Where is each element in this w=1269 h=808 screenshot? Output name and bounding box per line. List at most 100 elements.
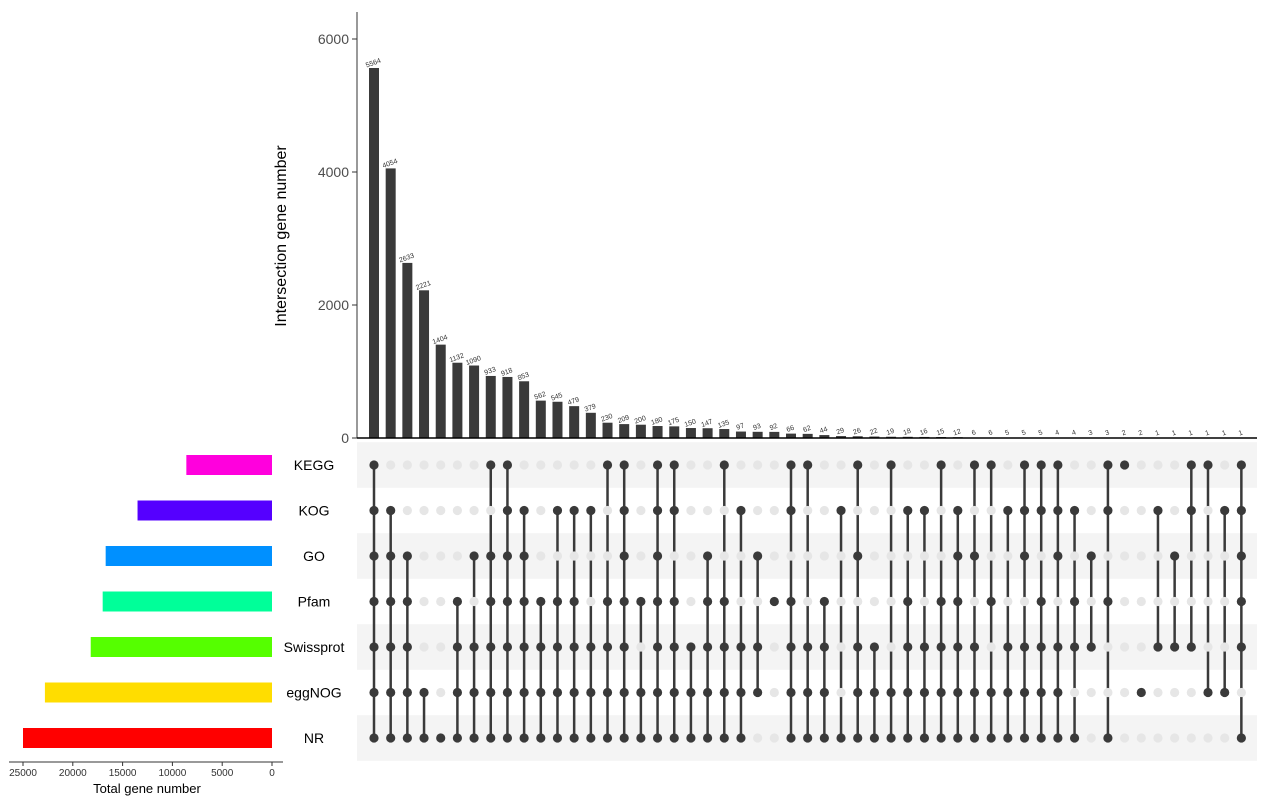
intersection-bar <box>802 433 813 438</box>
matrix-dot-inactive <box>1069 551 1080 561</box>
matrix-dot-inactive <box>436 642 446 652</box>
set-axis-tick-label: 10000 <box>158 768 186 779</box>
matrix-dot-inactive <box>536 460 546 470</box>
intersection-bar-label: 3 <box>1088 429 1094 437</box>
matrix-dot-inactive <box>919 460 930 470</box>
matrix-dot-active <box>619 642 629 652</box>
matrix-dot-active <box>819 687 829 698</box>
matrix-dot-active <box>402 733 412 743</box>
matrix-dot-inactive <box>969 596 980 607</box>
matrix-dot-active <box>903 596 913 607</box>
matrix-dot-active <box>1036 642 1046 652</box>
set-label: GO <box>303 548 325 564</box>
intersection-bar <box>719 429 730 438</box>
intersection-bar <box>469 365 480 438</box>
matrix-dot-inactive <box>1003 460 1013 470</box>
intersection-bar-label: 5564 <box>365 58 382 70</box>
matrix-dot-active <box>369 551 379 561</box>
matrix-dot-inactive <box>1136 642 1146 652</box>
intersection-bar-label: 147 <box>700 418 713 429</box>
matrix-dot-active <box>602 733 613 743</box>
matrix-dot-inactive <box>636 460 646 470</box>
matrix-dot-active <box>669 596 679 607</box>
matrix-dot-active <box>1036 733 1046 743</box>
matrix-dot-active <box>786 505 796 516</box>
matrix-dot-inactive <box>402 505 412 516</box>
matrix-dot-active <box>619 551 629 561</box>
matrix-dot-active <box>1053 687 1063 698</box>
intersection-bar <box>552 401 563 438</box>
matrix-dot-active <box>1069 505 1080 516</box>
matrix-dot-active <box>853 642 863 652</box>
intersection-bar-label: 22 <box>869 427 879 436</box>
matrix-dot-active <box>386 642 396 652</box>
matrix-dot-active <box>1236 733 1246 743</box>
matrix-dot-inactive <box>486 505 496 516</box>
matrix-dot-active <box>819 642 829 652</box>
matrix-dot-inactive <box>669 551 679 561</box>
matrix-dot-inactive <box>386 460 396 470</box>
matrix-dot-active <box>936 460 946 470</box>
set-label: eggNOG <box>286 685 341 701</box>
matrix-dot-active <box>552 642 563 652</box>
matrix-dot-active <box>569 642 579 652</box>
matrix-dot-inactive <box>903 551 913 561</box>
matrix-dot-inactive <box>1220 642 1230 652</box>
intersection-bar <box>669 426 680 438</box>
matrix-dot-inactive <box>1003 596 1013 607</box>
matrix-dot-active <box>1186 460 1196 470</box>
matrix-dot-active <box>502 687 513 698</box>
matrix-dot-active <box>786 733 796 743</box>
matrix-dot-active <box>386 733 396 743</box>
matrix-dot-active <box>969 551 980 561</box>
intersection-bars <box>369 67 1247 438</box>
matrix-dot-active <box>569 733 579 743</box>
matrix-dot-active <box>869 687 880 698</box>
matrix-dot-inactive <box>1103 687 1113 698</box>
matrix-dot-inactive <box>903 460 913 470</box>
matrix-dot-inactive <box>919 551 930 561</box>
matrix-dot-inactive <box>1236 687 1246 698</box>
matrix-dot-active <box>969 687 980 698</box>
matrix-dot-active <box>819 596 829 607</box>
matrix-dot-active <box>669 460 679 470</box>
matrix-dot-active <box>486 733 496 743</box>
matrix-dot-inactive <box>869 551 880 561</box>
matrix-dot-inactive <box>869 460 880 470</box>
matrix-dot-inactive <box>753 460 763 470</box>
intersection-bar <box>786 433 796 438</box>
matrix-dot-active <box>486 596 496 607</box>
matrix-dot-active <box>1019 642 1030 652</box>
set-axis-tick-label: 20000 <box>59 768 87 779</box>
intersection-bar-label: 62 <box>802 425 812 434</box>
intersection-bar-label: 1 <box>1188 430 1194 438</box>
intersection-bar <box>652 426 663 438</box>
matrix-dot-active <box>786 642 796 652</box>
matrix-dot-active <box>986 460 996 470</box>
matrix-dot-inactive <box>769 460 779 470</box>
matrix-dot-active <box>719 642 729 652</box>
intersection-bar-label: 4 <box>1054 429 1060 437</box>
matrix-dot-inactive <box>1170 733 1180 743</box>
matrix-dot-active <box>552 687 563 698</box>
matrix-dot-inactive <box>1203 551 1213 561</box>
matrix-dot-active <box>853 460 863 470</box>
set-size-bar <box>102 591 273 612</box>
matrix-dot-active <box>919 733 930 743</box>
matrix-dot-active <box>569 505 579 516</box>
matrix-dot-inactive <box>886 505 896 516</box>
matrix-dot-active <box>436 733 446 743</box>
matrix-dot-active <box>1019 551 1030 561</box>
matrix-dot-inactive <box>436 551 446 561</box>
matrix-dot-active <box>652 596 663 607</box>
intersection-bar <box>535 400 546 438</box>
matrix-dot-active <box>1103 460 1113 470</box>
matrix-dot-active <box>469 642 479 652</box>
matrix-dot-inactive <box>1120 505 1130 516</box>
matrix-dot-active <box>519 505 529 516</box>
matrix-dot-active <box>1053 505 1063 516</box>
matrix-dot-inactive <box>1069 460 1080 470</box>
matrix-dot-active <box>669 505 679 516</box>
matrix-dot-active <box>953 551 963 561</box>
matrix-dot-active <box>903 505 913 516</box>
